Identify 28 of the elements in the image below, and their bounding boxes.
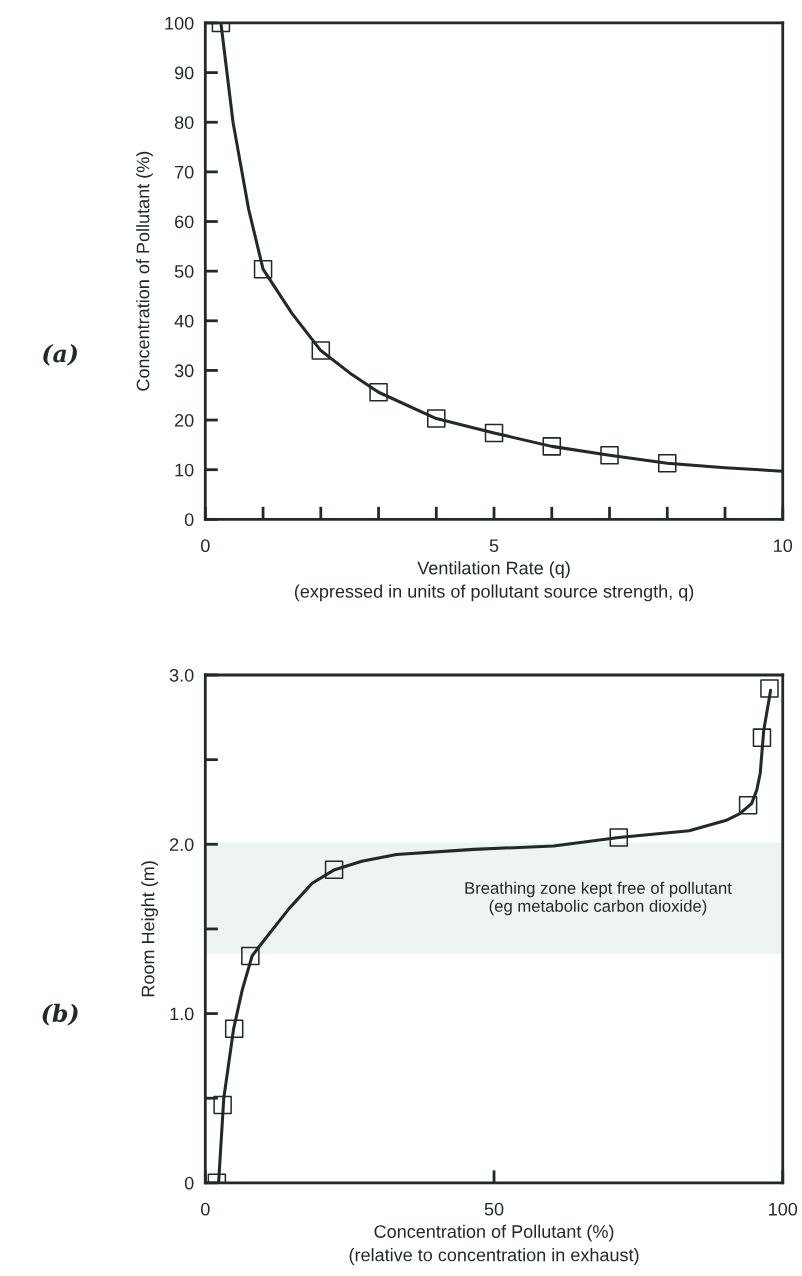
y-tick-label: 0 bbox=[184, 513, 194, 527]
text: (a) bbox=[43, 344, 78, 366]
x-tick-label: 0 bbox=[201, 1202, 210, 1216]
x-axis-title: Ventilation Rate (q) (expressed in units of pollutant source strength, q) bbox=[294, 561, 694, 602]
y-tick-label: 10 bbox=[175, 463, 194, 477]
text: (b) bbox=[42, 1003, 78, 1026]
y-tick-label: 3.0 bbox=[169, 668, 194, 682]
x-tick-label: 5 bbox=[489, 539, 499, 553]
x-tick-label: 50 bbox=[484, 1202, 504, 1216]
y-axis-title: Room Height (m) bbox=[141, 861, 158, 997]
x-tick-label: 0 bbox=[201, 539, 210, 553]
y-tick-label: 100 bbox=[165, 16, 194, 30]
y-axis-title: Concentration of Pollutant (%) bbox=[136, 151, 153, 391]
x-tick-label: 100 bbox=[769, 1202, 798, 1216]
y-tick-label: 0 bbox=[184, 1176, 194, 1190]
y-tick-label: 2.0 bbox=[170, 838, 194, 852]
y-tick-label: 20 bbox=[175, 413, 194, 427]
y-tick-label: 30 bbox=[174, 364, 194, 378]
y-tick-label: 70 bbox=[175, 165, 194, 179]
y-tick-label: 40 bbox=[174, 314, 194, 328]
y-tick-label: 60 bbox=[175, 215, 194, 229]
band-label: Breathing zone kept free of pollutant (eg metabolic carbon dioxide) bbox=[465, 881, 732, 916]
y-tick-label: 80 bbox=[174, 116, 194, 129]
y-tick-label: 1.0 bbox=[170, 1007, 194, 1021]
y-tick-label: 90 bbox=[174, 66, 194, 80]
x-tick-label: 10 bbox=[774, 539, 793, 553]
y-tick-label: 50 bbox=[174, 265, 194, 278]
x-axis-title: Concentration of Pollutant (%) (relative to concentration in exhaust) bbox=[349, 1224, 639, 1265]
